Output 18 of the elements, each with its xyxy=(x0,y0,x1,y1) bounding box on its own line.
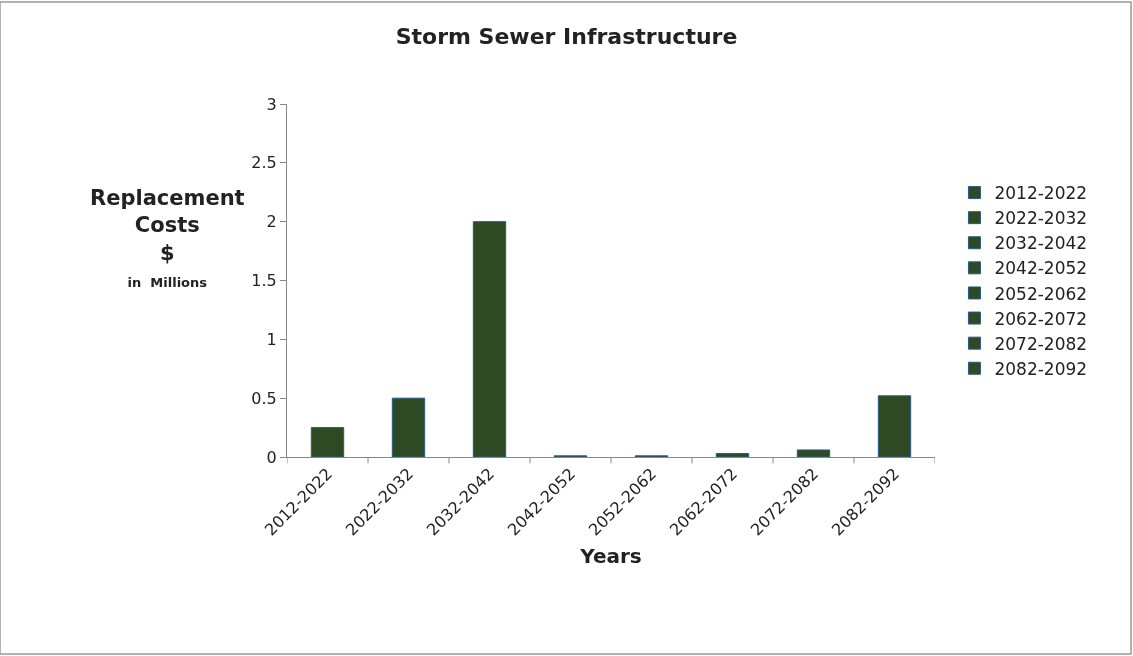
legend-label: 2012-2022 xyxy=(994,183,1088,204)
legend-label: 2042-2052 xyxy=(994,258,1088,279)
y-tick-label: 0 xyxy=(266,447,277,467)
x-axis-title: Years xyxy=(579,543,642,568)
chart-title: Storm Sewer Infrastructure xyxy=(395,23,738,49)
y-tick-label: 1.5 xyxy=(251,271,277,291)
legend-label: 2082-2092 xyxy=(994,358,1088,379)
legend-label: 2062-2072 xyxy=(994,308,1088,329)
y-tick-label: 0.5 xyxy=(251,388,277,408)
y-tick-label: 1 xyxy=(266,329,277,349)
legend-label: 2072-2082 xyxy=(994,333,1088,354)
legend-label: 2052-2062 xyxy=(994,283,1088,304)
legend-label: 2022-2032 xyxy=(994,208,1088,229)
y-axis-title: Replacement Costs $ in Millions xyxy=(90,186,245,290)
y-tick-label: 2.5 xyxy=(251,153,277,173)
legend-label: 2032-2042 xyxy=(994,233,1088,254)
y-tick-label: 3 xyxy=(266,94,277,114)
y-tick-label: 2 xyxy=(266,212,277,232)
